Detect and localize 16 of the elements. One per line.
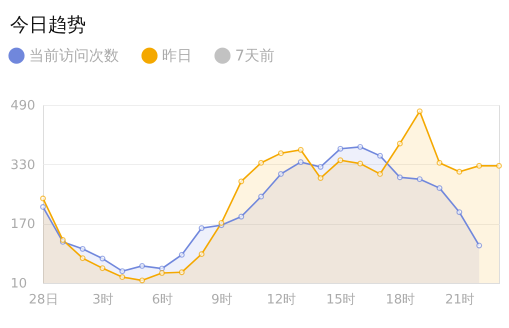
legend-label: 昨日 xyxy=(162,46,192,65)
legend-label: 7天前 xyxy=(235,46,275,65)
x-tick-label: 6时 xyxy=(152,292,174,308)
y-tick-label: 10 xyxy=(10,276,28,292)
x-tick-label: 3时 xyxy=(92,292,114,308)
x-tick-label: 12时 xyxy=(266,292,296,308)
legend-label: 当前访问次数 xyxy=(29,46,119,65)
x-tick-label: 9时 xyxy=(211,292,233,308)
x-tick-label: 18时 xyxy=(386,292,416,308)
chart-title: 今日趋势 xyxy=(10,14,86,36)
x-tick-label: 28日 xyxy=(28,292,58,308)
x-tick-label: 15时 xyxy=(326,292,356,308)
y-tick-label: 170 xyxy=(10,217,36,232)
x-tick-label: 21时 xyxy=(445,292,475,308)
y-tick-label: 490 xyxy=(10,98,36,114)
y-tick-label: 330 xyxy=(10,158,36,173)
